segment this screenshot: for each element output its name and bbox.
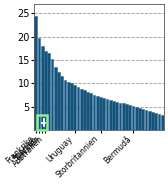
Bar: [60, 76, 63, 130]
Bar: [106, 99, 109, 130]
Bar: [135, 107, 138, 130]
Bar: [51, 59, 53, 130]
Bar: [41, 46, 44, 130]
Bar: [47, 53, 50, 130]
Bar: [151, 112, 154, 130]
Bar: [54, 67, 57, 130]
Bar: [158, 114, 160, 130]
Bar: [80, 89, 82, 130]
Bar: [145, 110, 147, 130]
Bar: [167, 116, 168, 130]
Bar: [141, 109, 144, 130]
Bar: [109, 100, 112, 130]
Bar: [138, 108, 141, 130]
Bar: [57, 72, 60, 130]
Bar: [83, 90, 86, 130]
Bar: [148, 111, 151, 130]
Bar: [115, 102, 118, 130]
Bar: [112, 101, 115, 130]
Bar: [128, 105, 131, 130]
Bar: [164, 116, 167, 130]
Bar: [90, 93, 92, 130]
Bar: [119, 102, 121, 130]
Bar: [76, 87, 79, 130]
Bar: [99, 97, 102, 130]
Bar: [64, 80, 66, 130]
Bar: [122, 103, 125, 130]
Bar: [38, 38, 40, 130]
Bar: [86, 92, 89, 130]
Bar: [44, 51, 47, 130]
Bar: [161, 115, 164, 130]
Bar: [125, 104, 128, 130]
Bar: [154, 113, 157, 130]
Bar: [37, 115, 47, 130]
Bar: [96, 96, 99, 130]
Bar: [102, 98, 105, 130]
Bar: [73, 85, 76, 130]
Bar: [67, 82, 70, 130]
Bar: [132, 106, 134, 130]
Bar: [70, 83, 73, 130]
Bar: [34, 16, 37, 130]
Bar: [93, 95, 95, 130]
